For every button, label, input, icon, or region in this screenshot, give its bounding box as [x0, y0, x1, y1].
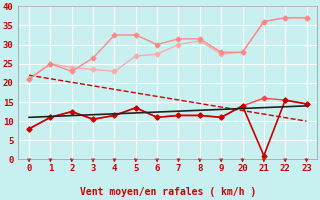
X-axis label: Vent moyen/en rafales ( km/h ): Vent moyen/en rafales ( km/h ): [80, 187, 256, 197]
